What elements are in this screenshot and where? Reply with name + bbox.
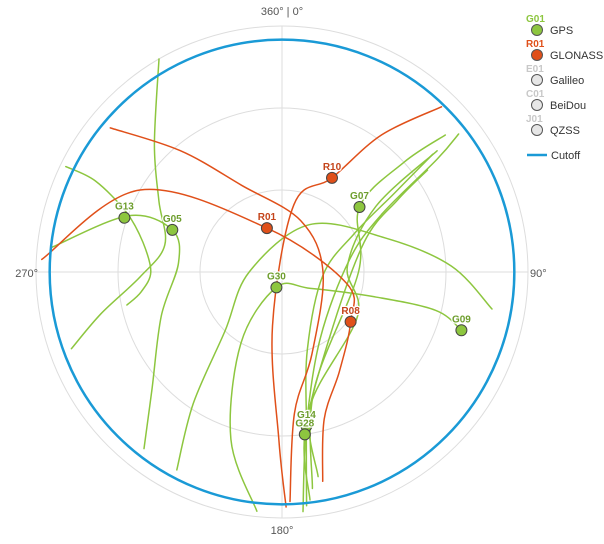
track-glonass-11 xyxy=(109,127,325,503)
track-glonass-10 xyxy=(41,188,356,483)
satellite-g07[interactable]: G07 xyxy=(349,190,371,213)
cutoff-circle xyxy=(48,38,516,506)
satellite-label: G07 xyxy=(350,191,369,202)
track-gps-4 xyxy=(229,282,463,512)
track-gps-3 xyxy=(176,222,493,471)
legend-label-glonass: GLONASS xyxy=(550,50,603,62)
satellite-label: G13 xyxy=(115,202,134,213)
legend: G01 GPS R01 GLONASS E01 Galileo C01 BeiD… xyxy=(525,13,603,162)
satellite-marker xyxy=(118,211,131,224)
track-gps-0 xyxy=(70,58,167,350)
satellite-tracks xyxy=(41,58,493,513)
legend-code-gps: G01 xyxy=(526,14,545,25)
satellite-label: R01 xyxy=(258,212,277,223)
satellite-g13[interactable]: G13 xyxy=(114,200,136,224)
legend-code-beidou: C01 xyxy=(526,89,545,100)
legend-code-glonass: R01 xyxy=(526,39,545,50)
satellite-g05[interactable]: G05 xyxy=(162,213,183,236)
legend-label-beidou: BeiDou xyxy=(550,100,586,112)
legend-item-qzss[interactable]: J01 QZSS xyxy=(525,113,580,137)
legend-item-gps[interactable]: G01 GPS xyxy=(525,13,573,37)
track-gps-5 xyxy=(305,153,434,507)
legend-marker-beidou xyxy=(531,99,543,111)
legend-label-galileo: Galileo xyxy=(550,75,584,87)
track-gps-2 xyxy=(65,165,152,306)
legend-item-beidou[interactable]: C01 BeiDou xyxy=(525,88,586,112)
legend-item-galileo[interactable]: E01 Galileo xyxy=(525,63,585,87)
satellite-label: G30 xyxy=(267,271,286,282)
satellite-label: G28 xyxy=(295,418,314,429)
legend-marker-galileo xyxy=(531,74,543,86)
satellite-marker xyxy=(455,324,468,337)
satellite-g28[interactable]: G28 xyxy=(294,417,316,441)
satellite-marker xyxy=(298,428,311,441)
satellite-marker xyxy=(344,315,357,328)
polar-grid xyxy=(35,25,529,519)
legend-code-galileo: E01 xyxy=(526,64,544,75)
legend-label-cutoff: Cutoff xyxy=(551,150,581,162)
cutoff-ring xyxy=(48,38,516,506)
track-gps-6 xyxy=(302,133,460,513)
satellite-g30[interactable]: G30 xyxy=(266,270,288,294)
legend-code-qzss: J01 xyxy=(526,114,543,125)
legend-marker-gps xyxy=(531,24,543,36)
satellite-marker xyxy=(260,222,273,235)
legend-label-gps: GPS xyxy=(550,25,573,37)
satellite-marker xyxy=(270,281,283,294)
satellite-r10[interactable]: R10 xyxy=(322,161,343,184)
satellite-r08[interactable]: R08 xyxy=(340,305,361,328)
direction-label-east: 90° xyxy=(530,268,547,280)
satellite-label: G09 xyxy=(452,314,471,325)
legend-marker-glonass xyxy=(531,49,543,61)
satellite-label: G14 xyxy=(297,410,316,421)
track-gps-8 xyxy=(309,134,447,490)
satellite-marker xyxy=(353,201,366,213)
satellite-marker xyxy=(166,223,179,236)
legend-label-qzss: QZSS xyxy=(550,125,580,137)
legend-item-glonass[interactable]: R01 GLONASS xyxy=(525,38,603,62)
track-gps-1 xyxy=(50,214,181,450)
satellite-label: R10 xyxy=(323,162,342,173)
satellite-r01[interactable]: R01 xyxy=(256,211,278,235)
satellite-g09[interactable]: G09 xyxy=(451,313,473,337)
track-gps-9 xyxy=(307,150,438,478)
direction-label-south: 180° xyxy=(271,525,294,537)
direction-label-west: 270° xyxy=(15,268,38,280)
legend-marker-qzss xyxy=(531,124,543,136)
track-gps-7 xyxy=(303,169,429,501)
satellite-label: R08 xyxy=(341,306,360,317)
satellite-marker xyxy=(326,171,338,184)
legend-item-cutoff[interactable]: Cutoff xyxy=(527,150,581,162)
direction-label-north: 360° | 0° xyxy=(261,6,303,18)
satellite-label: G05 xyxy=(163,214,182,225)
track-glonass-12 xyxy=(271,106,443,508)
